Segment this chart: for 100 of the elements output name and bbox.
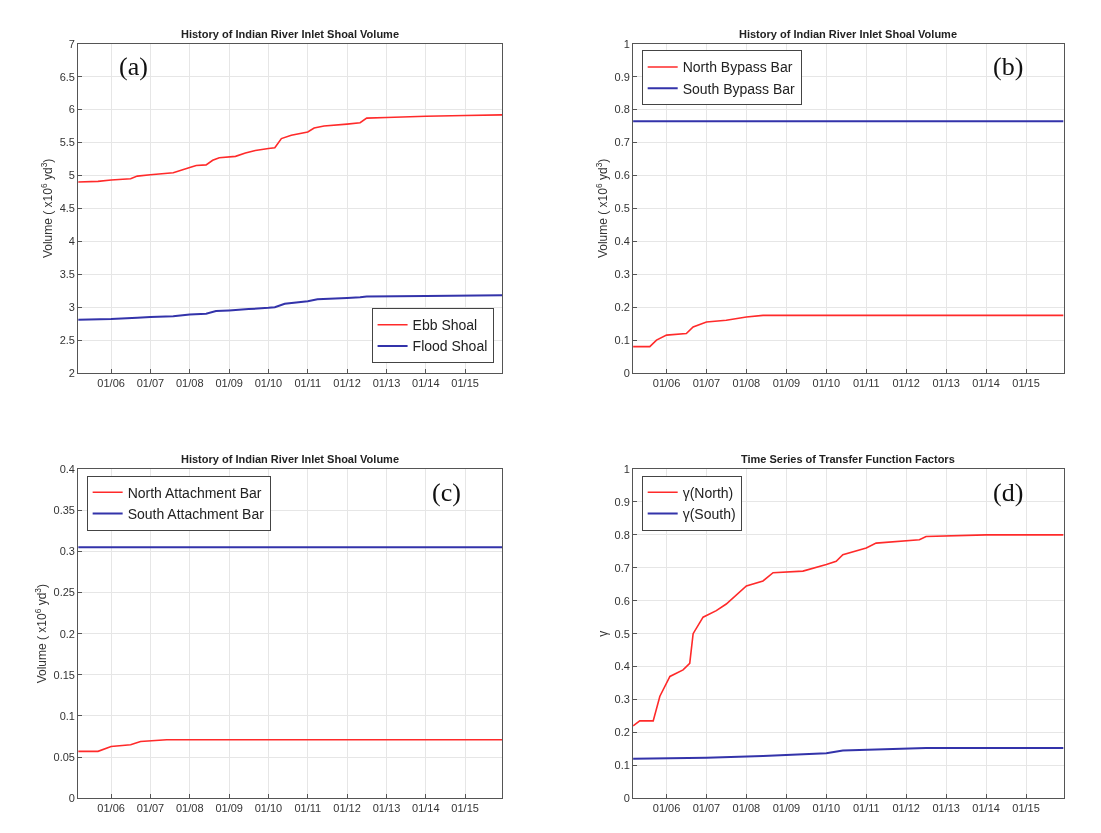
y-axis-title: γ (595, 630, 610, 637)
line-series (633, 746, 1064, 760)
x-tick-label: 01/06 (97, 802, 125, 815)
y-tick-label: 0.7 (614, 136, 630, 149)
x-tick-label: 01/06 (97, 377, 125, 390)
x-tick-label: 01/11 (852, 377, 880, 390)
x-tick-label: 01/09 (772, 802, 801, 815)
annotation: (b) (993, 52, 1024, 81)
y-tick-label: 0.2 (614, 726, 630, 739)
annotation: (d) (993, 478, 1024, 507)
line-series (78, 114, 503, 183)
y-tick-label: 0.2 (614, 301, 630, 313)
x-tick-label: 01/14 (972, 802, 1000, 815)
x-tick-label: 01/12 (333, 377, 361, 390)
y-tick-label: 0.2 (59, 627, 75, 640)
y-tick-label: 0.9 (614, 495, 630, 508)
chart-title: History of Indian River Inlet Shoal Volume (181, 453, 399, 465)
y-tick-label: 2 (68, 366, 75, 379)
x-tick-label: 01/13 (372, 802, 401, 815)
x-tick-label: 01/15 (1012, 377, 1040, 390)
y-tick-label: 0.6 (614, 169, 630, 182)
legend-label: Ebb Shoal (412, 317, 478, 334)
x-tick-label: 01/15 (451, 377, 479, 390)
x-tick-label: 01/13 (932, 802, 960, 815)
x-tick-label: 01/15 (1012, 802, 1040, 815)
y-tick-label: 0.1 (614, 759, 630, 772)
chart-title: History of Indian River Inlet Shoal Volume (739, 28, 957, 40)
line-series (633, 314, 1064, 348)
line-series (78, 739, 503, 753)
x-tick-label: 01/08 (732, 802, 761, 815)
x-tick-label: 01/10 (254, 802, 283, 815)
x-tick-label: 01/12 (892, 802, 920, 815)
x-tick-label: 01/08 (732, 377, 761, 390)
y-tick-label: 0.4 (614, 235, 630, 248)
x-tick-label: 01/07 (692, 377, 721, 390)
x-tick-label: 01/08 (175, 802, 204, 815)
y-tick-label: 0.1 (614, 333, 630, 346)
y-tick-label: 1 (623, 462, 630, 475)
y-tick-label: 0.3 (59, 545, 75, 558)
legend-label: South Attachment Bar (127, 505, 265, 522)
y-tick-label: 6 (68, 103, 75, 116)
y-tick-label: 0.25 (53, 586, 75, 599)
line-series (633, 534, 1064, 727)
y-tick-label: 0.4 (59, 462, 75, 475)
x-tick-label: 01/08 (175, 377, 204, 390)
y-tick-label: 4 (68, 235, 75, 248)
y-tick-label: 0.1 (59, 709, 75, 722)
y-tick-label: 3.5 (59, 268, 75, 281)
y-tick-label: 0 (623, 792, 630, 805)
y-tick-label: 0.35 (53, 504, 75, 517)
y-tick-label: 0.8 (614, 103, 630, 116)
y-tick-label: 0 (623, 366, 630, 379)
x-tick-label: 01/11 (294, 802, 322, 815)
x-tick-label: 01/09 (215, 377, 243, 390)
x-tick-label: 01/14 (412, 377, 440, 390)
x-tick-label: 01/14 (972, 377, 1000, 390)
x-tick-label: 01/15 (451, 802, 479, 815)
y-tick-label: 7 (68, 37, 75, 50)
legend-label: Flood Shoal (412, 338, 488, 355)
y-tick-label: 0.7 (614, 561, 630, 574)
annotation: (a) (119, 52, 148, 81)
y-tick-label: 4.5 (59, 202, 75, 215)
x-tick-label: 01/11 (294, 377, 322, 390)
x-tick-label: 01/13 (372, 377, 401, 390)
chart-title: Time Series of Transfer Function Factors (741, 453, 955, 465)
legend-label: South Bypass Bar (682, 80, 796, 97)
chart-title: History of Indian River Inlet Shoal Volume (181, 28, 399, 40)
x-tick-label: 01/06 (652, 377, 681, 390)
y-tick-label: 0.3 (614, 693, 630, 706)
x-tick-label: 01/12 (333, 802, 361, 815)
legend-label: γ(South) (682, 505, 736, 522)
line-series (78, 294, 503, 321)
y-tick-label: 0.3 (614, 268, 630, 281)
y-tick-label: 0.15 (53, 668, 75, 681)
x-tick-label: 01/10 (812, 802, 841, 815)
x-tick-label: 01/12 (892, 377, 920, 390)
legend-label: γ(North) (682, 484, 734, 501)
y-tick-label: 0.5 (614, 202, 630, 215)
y-tick-label: 0.4 (614, 660, 630, 673)
y-tick-label: 0 (68, 792, 75, 805)
y-tick-label: 5.5 (59, 136, 75, 149)
x-tick-label: 01/07 (136, 377, 165, 390)
x-tick-label: 01/11 (852, 802, 880, 815)
y-tick-label: 0.5 (614, 627, 630, 640)
x-tick-label: 01/07 (692, 802, 721, 815)
x-tick-label: 01/13 (932, 377, 960, 390)
legend-label: North Attachment Bar (127, 484, 262, 501)
x-tick-label: 01/09 (772, 377, 801, 390)
x-tick-label: 01/10 (254, 377, 283, 390)
y-tick-label: 0.9 (614, 70, 630, 83)
legend-label: North Bypass Bar (682, 59, 793, 76)
x-tick-label: 01/10 (812, 377, 841, 390)
x-tick-label: 01/06 (652, 802, 681, 815)
y-tick-label: 5 (68, 169, 75, 182)
x-tick-label: 01/09 (215, 802, 243, 815)
x-tick-label: 01/14 (412, 802, 440, 815)
x-tick-label: 01/07 (136, 802, 165, 815)
y-tick-label: 3 (68, 301, 75, 313)
y-tick-label: 6.5 (59, 70, 75, 83)
y-tick-label: 0.05 (53, 750, 75, 763)
